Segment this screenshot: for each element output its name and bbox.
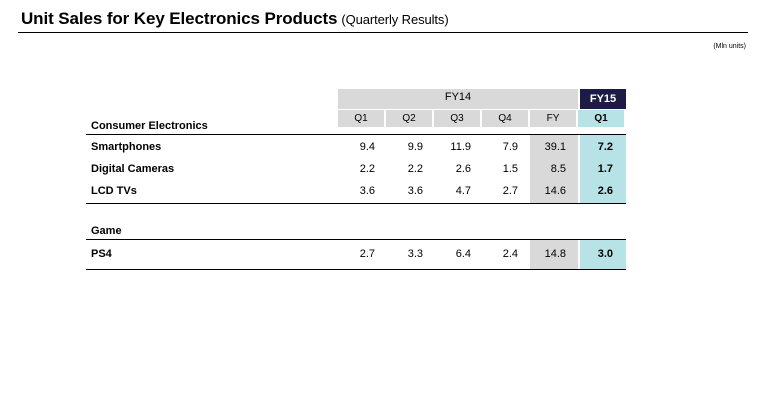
table-row: Digital Cameras 2.2 2.2 2.6 1.5 8.5 1.7 bbox=[86, 159, 626, 181]
col-header-q2: Q2 bbox=[386, 110, 432, 127]
fy14-header-band bbox=[338, 89, 578, 109]
cell-fy: 8.5 bbox=[550, 163, 566, 175]
fy-column-shade bbox=[530, 135, 578, 203]
cell-fy15-q1: 3.0 bbox=[597, 248, 613, 260]
cell-fy15-q1: 2.6 bbox=[597, 185, 613, 197]
cell-q2: 9.9 bbox=[407, 141, 423, 153]
fy15-column-shade bbox=[580, 240, 626, 269]
fy14-header-label: FY14 bbox=[444, 91, 472, 103]
cell-q2: 2.2 bbox=[407, 163, 423, 175]
cell-fy: 39.1 bbox=[544, 141, 566, 153]
fy15-column-shade bbox=[580, 135, 626, 203]
col-header-q1: Q1 bbox=[338, 110, 384, 127]
cell-fy15-q1: 1.7 bbox=[597, 163, 613, 175]
section-divider bbox=[86, 134, 626, 135]
fy-column-shade bbox=[530, 240, 578, 269]
cell-q2: 3.6 bbox=[407, 185, 423, 197]
col-header-q3: Q3 bbox=[434, 110, 480, 127]
cell-q4: 7.9 bbox=[502, 141, 518, 153]
row-label: Smartphones bbox=[91, 141, 162, 153]
section-label-game: Game bbox=[91, 225, 122, 237]
section-divider bbox=[86, 239, 626, 240]
cell-q1: 2.7 bbox=[359, 248, 375, 260]
title-main: Unit Sales for Key Electronics Products bbox=[21, 9, 338, 28]
cell-q1: 3.6 bbox=[359, 185, 375, 197]
col-header-q4: Q4 bbox=[482, 110, 528, 127]
cell-q4: 1.5 bbox=[502, 163, 518, 175]
row-label: PS4 bbox=[91, 248, 112, 260]
title-divider bbox=[18, 32, 748, 33]
column-header-row: Q1 Q2 Q3 Q4 FY Q1 bbox=[338, 110, 624, 127]
col-header-fy: FY bbox=[530, 110, 576, 127]
section-divider bbox=[86, 203, 626, 204]
col-header-fy15-q1: Q1 bbox=[578, 110, 624, 127]
section-label-consumer-electronics: Consumer Electronics bbox=[91, 120, 208, 132]
cell-q3: 4.7 bbox=[455, 185, 471, 197]
title-subtitle: (Quarterly Results) bbox=[341, 12, 449, 27]
table-row: PS4 2.7 3.3 6.4 2.4 14.8 3.0 bbox=[86, 244, 626, 266]
cell-q3: 6.4 bbox=[455, 248, 471, 260]
table-bottom-rule bbox=[86, 269, 626, 270]
fy15-header: FY15 bbox=[580, 89, 626, 109]
cell-fy: 14.6 bbox=[544, 185, 566, 197]
cell-q1: 9.4 bbox=[359, 141, 375, 153]
row-label: LCD TVs bbox=[91, 185, 137, 197]
cell-fy15-q1: 7.2 bbox=[597, 141, 613, 153]
cell-fy: 14.8 bbox=[544, 248, 566, 260]
units-note: (Mln units) bbox=[713, 43, 746, 50]
cell-q1: 2.2 bbox=[359, 163, 375, 175]
cell-q4: 2.4 bbox=[502, 248, 518, 260]
cell-q4: 2.7 bbox=[502, 185, 518, 197]
cell-q2: 3.3 bbox=[407, 248, 423, 260]
row-label: Digital Cameras bbox=[91, 163, 175, 175]
table-row: LCD TVs 3.6 3.6 4.7 2.7 14.6 2.6 bbox=[86, 181, 626, 203]
page-title: Unit Sales for Key Electronics Products(… bbox=[21, 9, 449, 29]
table-row: Smartphones 9.4 9.9 11.9 7.9 39.1 7.2 bbox=[86, 137, 626, 159]
cell-q3: 11.9 bbox=[450, 141, 471, 153]
cell-q3: 2.6 bbox=[455, 163, 471, 175]
